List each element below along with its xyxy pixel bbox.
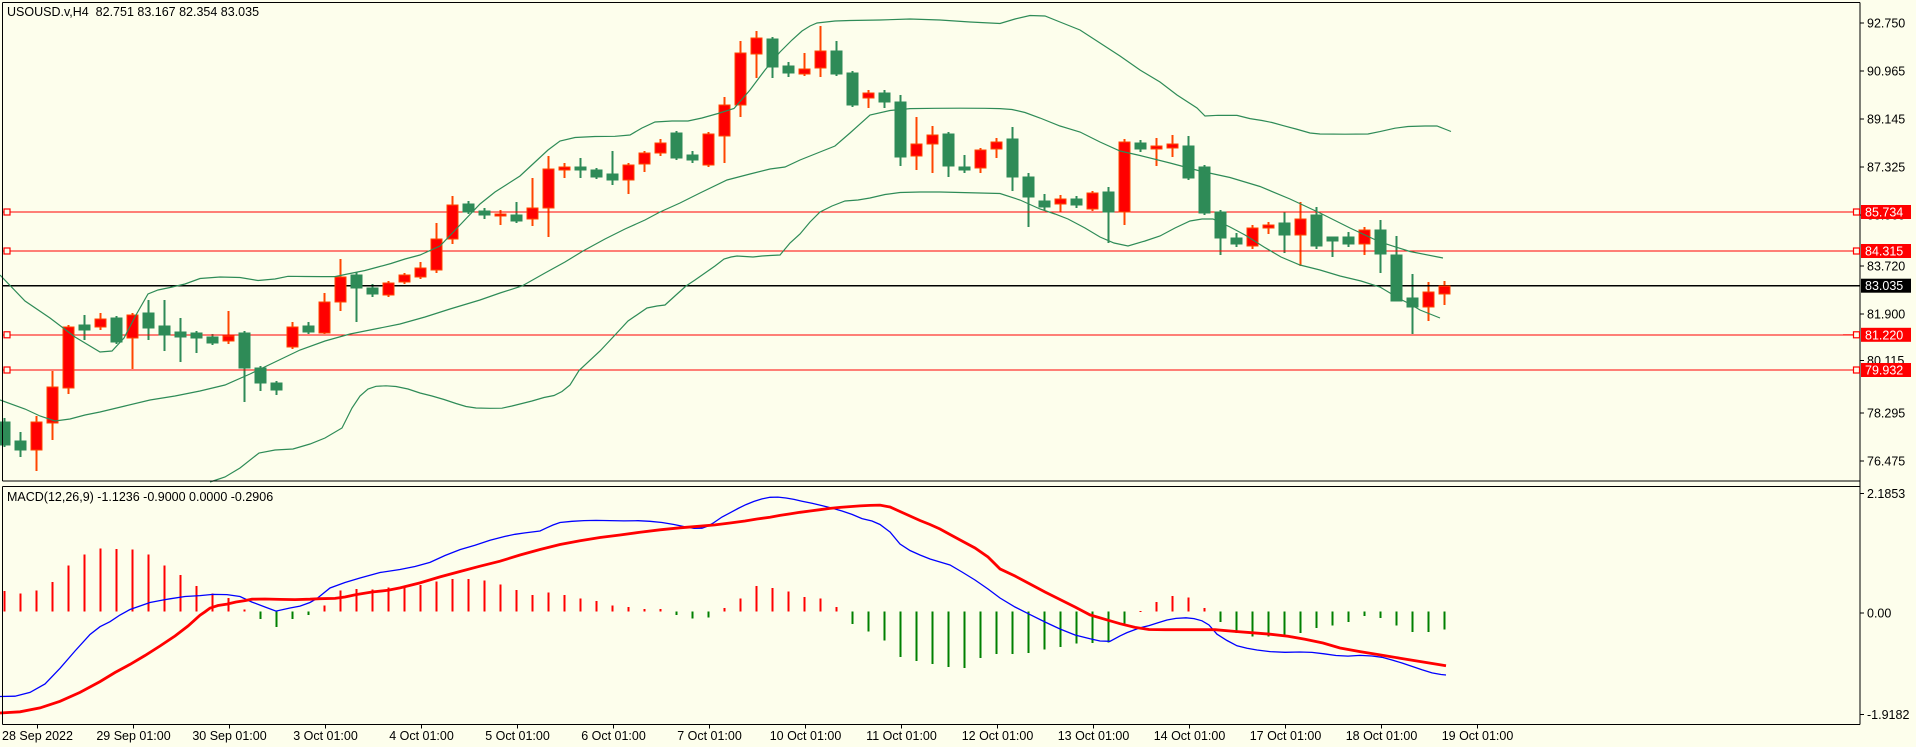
svg-text:18 Oct 01:00: 18 Oct 01:00: [1346, 729, 1418, 743]
svg-text:19 Oct 01:00: 19 Oct 01:00: [1442, 729, 1514, 743]
svg-text:0.00: 0.00: [1867, 607, 1891, 621]
svg-text:17 Oct 01:00: 17 Oct 01:00: [1250, 729, 1322, 743]
svg-text:90.965: 90.965: [1867, 65, 1905, 79]
svg-text:13 Oct 01:00: 13 Oct 01:00: [1058, 729, 1130, 743]
svg-text:11 Oct 01:00: 11 Oct 01:00: [866, 729, 937, 743]
svg-text:81.220: 81.220: [1865, 328, 1903, 342]
svg-text:3 Oct 01:00: 3 Oct 01:00: [293, 729, 358, 743]
svg-text:79.932: 79.932: [1865, 364, 1903, 378]
svg-text:87.325: 87.325: [1867, 161, 1905, 175]
svg-text:30 Sep 01:00: 30 Sep 01:00: [192, 729, 266, 743]
svg-text:85.734: 85.734: [1865, 206, 1903, 220]
svg-text:81.900: 81.900: [1867, 308, 1905, 322]
svg-text:USOUSD.v,H4 82.751 83.167 82.: USOUSD.v,H4 82.751 83.167 82.354 83.035: [7, 5, 259, 19]
svg-text:MACD(12,26,9) -1.1236 -0.9000: MACD(12,26,9) -1.1236 -0.9000 0.0000 -0.…: [7, 490, 273, 504]
svg-text:5 Oct 01:00: 5 Oct 01:00: [485, 729, 550, 743]
svg-text:4 Oct 01:00: 4 Oct 01:00: [389, 729, 454, 743]
svg-text:29 Sep 01:00: 29 Sep 01:00: [96, 729, 170, 743]
svg-text:12 Oct 01:00: 12 Oct 01:00: [962, 729, 1034, 743]
svg-text:7 Oct 01:00: 7 Oct 01:00: [677, 729, 742, 743]
svg-text:28 Sep 2022: 28 Sep 2022: [2, 729, 73, 743]
svg-text:6 Oct 01:00: 6 Oct 01:00: [581, 729, 646, 743]
svg-text:10 Oct 01:00: 10 Oct 01:00: [770, 729, 842, 743]
svg-text:83.035: 83.035: [1865, 279, 1903, 293]
svg-text:89.145: 89.145: [1867, 113, 1905, 127]
svg-text:76.475: 76.475: [1867, 455, 1905, 469]
svg-text:78.295: 78.295: [1867, 407, 1905, 421]
svg-text:2.1853: 2.1853: [1867, 487, 1905, 501]
svg-text:92.750: 92.750: [1867, 17, 1905, 31]
svg-text:14 Oct 01:00: 14 Oct 01:00: [1154, 729, 1226, 743]
svg-text:-1.9182: -1.9182: [1867, 708, 1909, 722]
svg-text:83.720: 83.720: [1867, 260, 1905, 274]
svg-text:84.315: 84.315: [1865, 245, 1903, 259]
